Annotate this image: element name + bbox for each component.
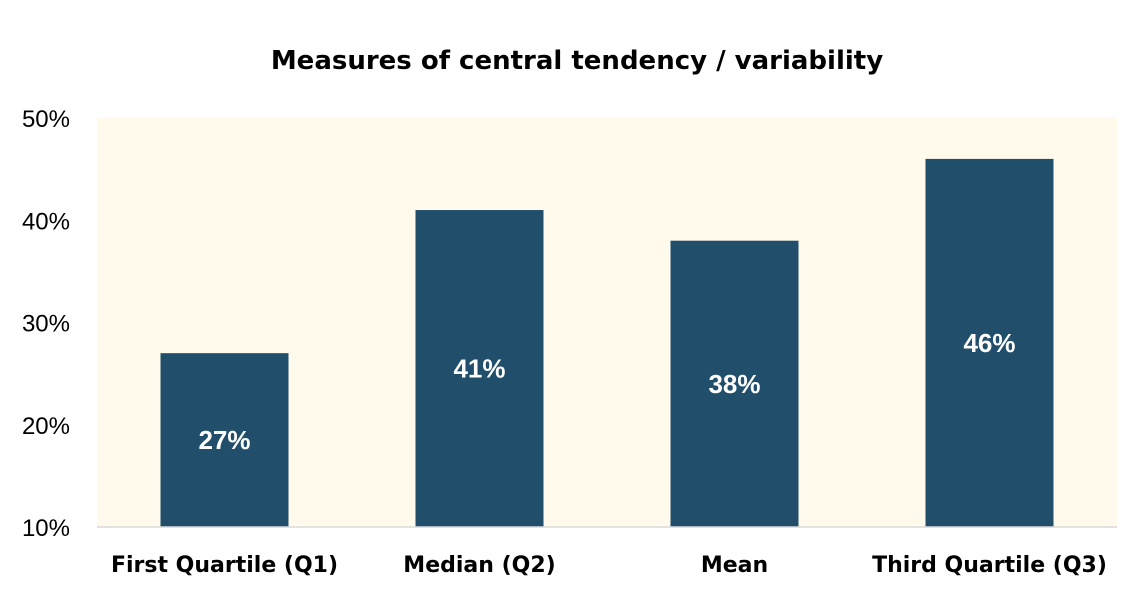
data-label: 27% xyxy=(198,425,250,455)
data-label: 46% xyxy=(963,328,1015,358)
y-tick-label: 20% xyxy=(22,413,70,440)
x-tick-label: Third Quartile (Q3) xyxy=(872,553,1107,578)
chart-title: Measures of central tendency / variabili… xyxy=(271,46,883,76)
x-tick-label: Median (Q2) xyxy=(403,553,555,578)
bar xyxy=(925,158,1054,527)
data-label: 38% xyxy=(708,369,760,399)
x-axis-ticks: First Quartile (Q1) Median (Q2) Mean Third … xyxy=(111,553,1107,578)
x-tick-label: Mean xyxy=(701,553,768,578)
bar xyxy=(415,210,544,527)
data-label: 41% xyxy=(453,354,505,384)
y-axis-ticks: 10% 20% 30% 40% 50% xyxy=(22,106,70,542)
bar xyxy=(160,353,289,527)
y-tick-label: 40% xyxy=(22,208,70,235)
bar xyxy=(670,240,799,527)
bars: 27% 41% 38% 46% xyxy=(160,158,1054,527)
y-tick-label: 10% xyxy=(22,515,70,542)
x-tick-label: First Quartile (Q1) xyxy=(111,553,338,578)
y-tick-label: 50% xyxy=(22,106,70,133)
y-tick-label: 30% xyxy=(22,311,70,338)
